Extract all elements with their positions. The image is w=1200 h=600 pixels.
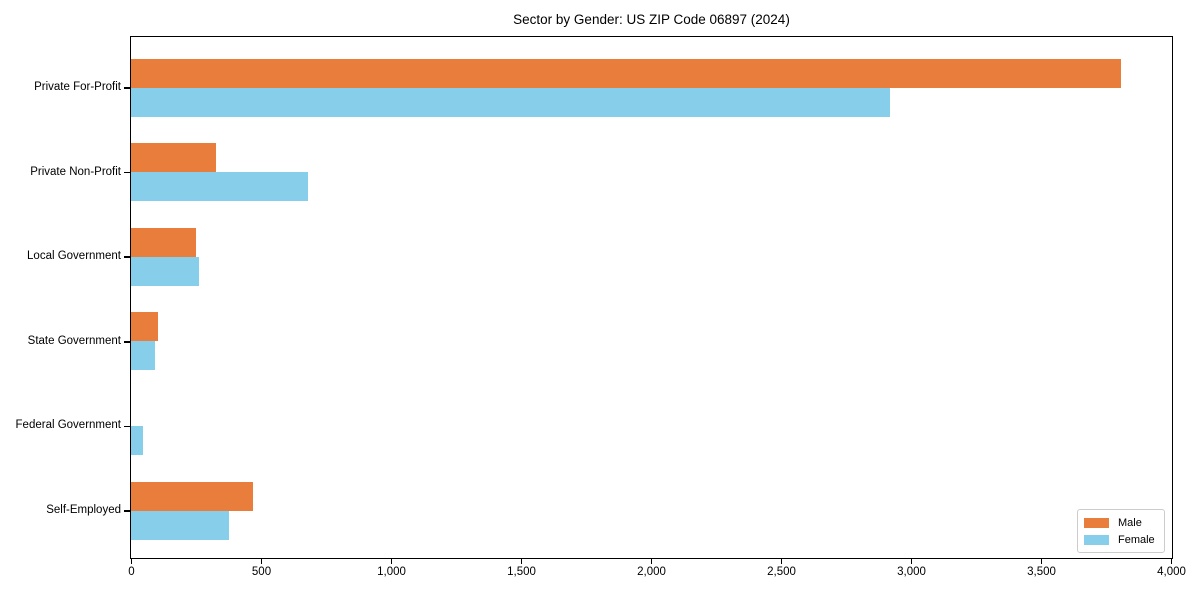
bar-male-self-employed bbox=[131, 481, 254, 511]
y-tick-label-private-for-profit: Private For-Profit bbox=[34, 81, 121, 93]
x-tick-mark bbox=[130, 559, 133, 564]
y-tick-mark bbox=[124, 510, 130, 512]
x-tick-label-500: 500 bbox=[251, 566, 272, 578]
bar-female-state-government bbox=[131, 341, 155, 371]
y-tick-mark bbox=[124, 171, 130, 174]
x-tick-label-2000: 2,000 bbox=[637, 566, 666, 578]
bar-female-federal-government bbox=[131, 425, 144, 455]
y-tick-label-federal-government: Federal Government bbox=[15, 419, 121, 432]
y-tick-mark bbox=[124, 87, 130, 89]
y-tick-mark bbox=[124, 256, 130, 258]
chart-title: Sector by Gender: US ZIP Code 06897 (202… bbox=[513, 12, 790, 27]
bar-male-local-government bbox=[131, 227, 197, 257]
y-tick-label-self-employed: Self-Employed bbox=[46, 504, 121, 516]
x-tick-label-4000: 4,000 bbox=[1157, 566, 1186, 578]
bar-female-private-non-profit bbox=[131, 172, 308, 202]
legend-label-male: Male bbox=[1118, 516, 1142, 529]
x-tick-label-1000: 1,000 bbox=[377, 566, 406, 578]
x-tick-label-3000: 3,000 bbox=[897, 566, 926, 578]
x-tick-mark bbox=[260, 559, 263, 564]
bar-male-private-non-profit bbox=[131, 143, 217, 173]
plot-area bbox=[130, 36, 1173, 559]
x-tick-label-2500: 2,500 bbox=[767, 566, 796, 578]
y-tick-label-local-government: Local Government bbox=[27, 250, 121, 263]
x-tick-mark bbox=[520, 559, 523, 564]
bar-female-self-employed bbox=[131, 510, 230, 540]
x-tick-label-0: 0 bbox=[128, 566, 135, 578]
legend-item-female: Female bbox=[1084, 534, 1158, 546]
x-tick-label-3500: 3,500 bbox=[1027, 566, 1056, 578]
legend: Male Female bbox=[1077, 509, 1165, 553]
x-tick-mark bbox=[780, 559, 783, 564]
y-tick-mark bbox=[124, 341, 130, 343]
bar-male-state-government bbox=[131, 312, 159, 342]
legend-item-male: Male bbox=[1084, 517, 1158, 529]
x-tick-mark bbox=[1170, 559, 1173, 564]
legend-swatch-male bbox=[1084, 517, 1109, 528]
bar-female-local-government bbox=[131, 256, 200, 286]
y-tick-label-state-government: State Government bbox=[27, 334, 121, 347]
x-tick-mark bbox=[910, 559, 913, 564]
x-tick-mark bbox=[650, 559, 653, 564]
y-tick-label-private-non-profit: Private Non-Profit bbox=[30, 165, 121, 178]
legend-label-female: Female bbox=[1118, 533, 1155, 546]
x-tick-label-1500: 1,500 bbox=[507, 566, 536, 578]
legend-swatch-female bbox=[1084, 534, 1109, 545]
bar-female-private-for-profit bbox=[131, 87, 890, 117]
x-tick-mark bbox=[390, 559, 393, 564]
y-tick-mark bbox=[124, 425, 130, 428]
x-tick-mark bbox=[1040, 559, 1043, 564]
bar-male-private-for-profit bbox=[131, 58, 1122, 88]
